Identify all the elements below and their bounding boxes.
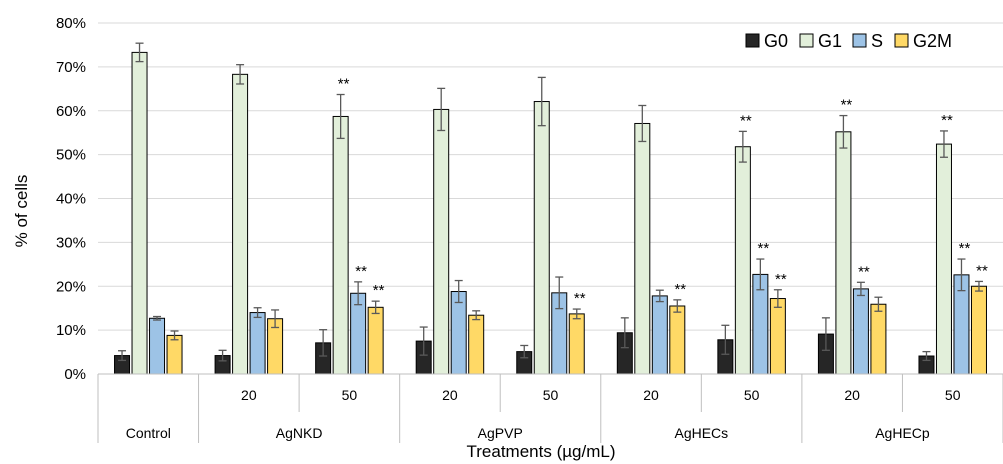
significance-marker: **: [574, 290, 586, 307]
bar-S: [249, 312, 266, 375]
x-tick-label: 50: [744, 387, 760, 403]
significance-marker: **: [976, 262, 988, 279]
legend-label-G0: G0: [764, 31, 788, 51]
y-tick-label: 10%: [56, 322, 86, 339]
y-tick-label: 80%: [56, 15, 86, 32]
x-group-label: AgPVP: [478, 425, 523, 441]
legend-label-G2M: G2M: [913, 31, 952, 51]
y-tick-label: 70%: [56, 59, 86, 76]
significance-marker: **: [941, 112, 953, 129]
x-tick-label: 20: [643, 387, 659, 403]
bar-G1: [533, 101, 550, 375]
bar-G1: [634, 122, 651, 375]
bar-G1: [131, 51, 148, 375]
y-tick-label: 0%: [64, 366, 86, 383]
y-tick-label: 20%: [56, 278, 86, 295]
bar-G2M: [568, 313, 585, 375]
bar-G1: [935, 143, 952, 375]
significance-marker: **: [758, 240, 770, 257]
x-group-label: AgNKD: [276, 425, 323, 441]
bar-G1: [734, 146, 751, 375]
bar-G2M: [669, 305, 686, 375]
legend: G0 G1 S G2M: [745, 31, 952, 51]
bar-G2M: [769, 298, 786, 375]
y-tick-label: 50%: [56, 147, 86, 164]
bar-G2M: [468, 314, 485, 375]
x-tick-label: 20: [442, 387, 458, 403]
significance-marker: **: [674, 281, 686, 298]
significance-marker: **: [740, 112, 752, 129]
bars: [114, 42, 987, 375]
y-tick-label: 30%: [56, 234, 86, 251]
bar-G1: [232, 73, 249, 375]
axes: 0% 10% 20% 30% 40% 50% 60% 70% 80% 20 50 20 50 20 50 20…: [56, 15, 1003, 443]
significance-markers: ** ** ** ** ** ** ** ** ** ** ** ** **: [338, 76, 988, 308]
bar-G2M: [970, 285, 987, 375]
x-group-label: AgHECs: [674, 425, 728, 441]
legend-label-G1: G1: [818, 31, 842, 51]
x-tick-label: 20: [241, 387, 257, 403]
y-tick-label: 40%: [56, 191, 86, 208]
bar-S: [149, 317, 166, 375]
legend-label-S: S: [871, 31, 883, 51]
legend-swatch-G0: [745, 33, 760, 48]
x-tick-label: 50: [945, 387, 961, 403]
bar-S: [450, 291, 467, 375]
bar-G1: [332, 115, 349, 375]
x-group-label: Control: [126, 425, 171, 441]
bar-G2M: [870, 303, 887, 375]
legend-swatch-G2M: [894, 33, 909, 48]
gridlines: [98, 22, 1003, 331]
significance-marker: **: [373, 282, 385, 299]
significance-marker: **: [858, 263, 870, 280]
x-tick-label: 50: [543, 387, 559, 403]
significance-marker: **: [355, 263, 367, 280]
bar-S: [651, 295, 668, 375]
legend-swatch-G1: [799, 33, 814, 48]
significance-marker: **: [959, 240, 971, 257]
x-tick-label: 20: [844, 387, 860, 403]
bar-S: [350, 292, 367, 375]
bar-G2M: [367, 306, 384, 375]
x-group-label: AgHECp: [875, 425, 930, 441]
significance-marker: **: [338, 76, 350, 93]
significance-marker: **: [775, 271, 787, 288]
bar-G1: [835, 131, 852, 375]
x-axis-title: Treatments (µg/mL): [467, 442, 616, 461]
significance-marker: **: [841, 97, 853, 114]
bar-S: [852, 288, 869, 375]
bar-G1: [433, 108, 450, 375]
y-axis-title: % of cells: [12, 175, 31, 248]
x-tick-label: 50: [342, 387, 358, 403]
legend-swatch-S: [852, 33, 867, 48]
y-tick-label: 60%: [56, 103, 86, 120]
bar-G2M: [166, 334, 183, 375]
